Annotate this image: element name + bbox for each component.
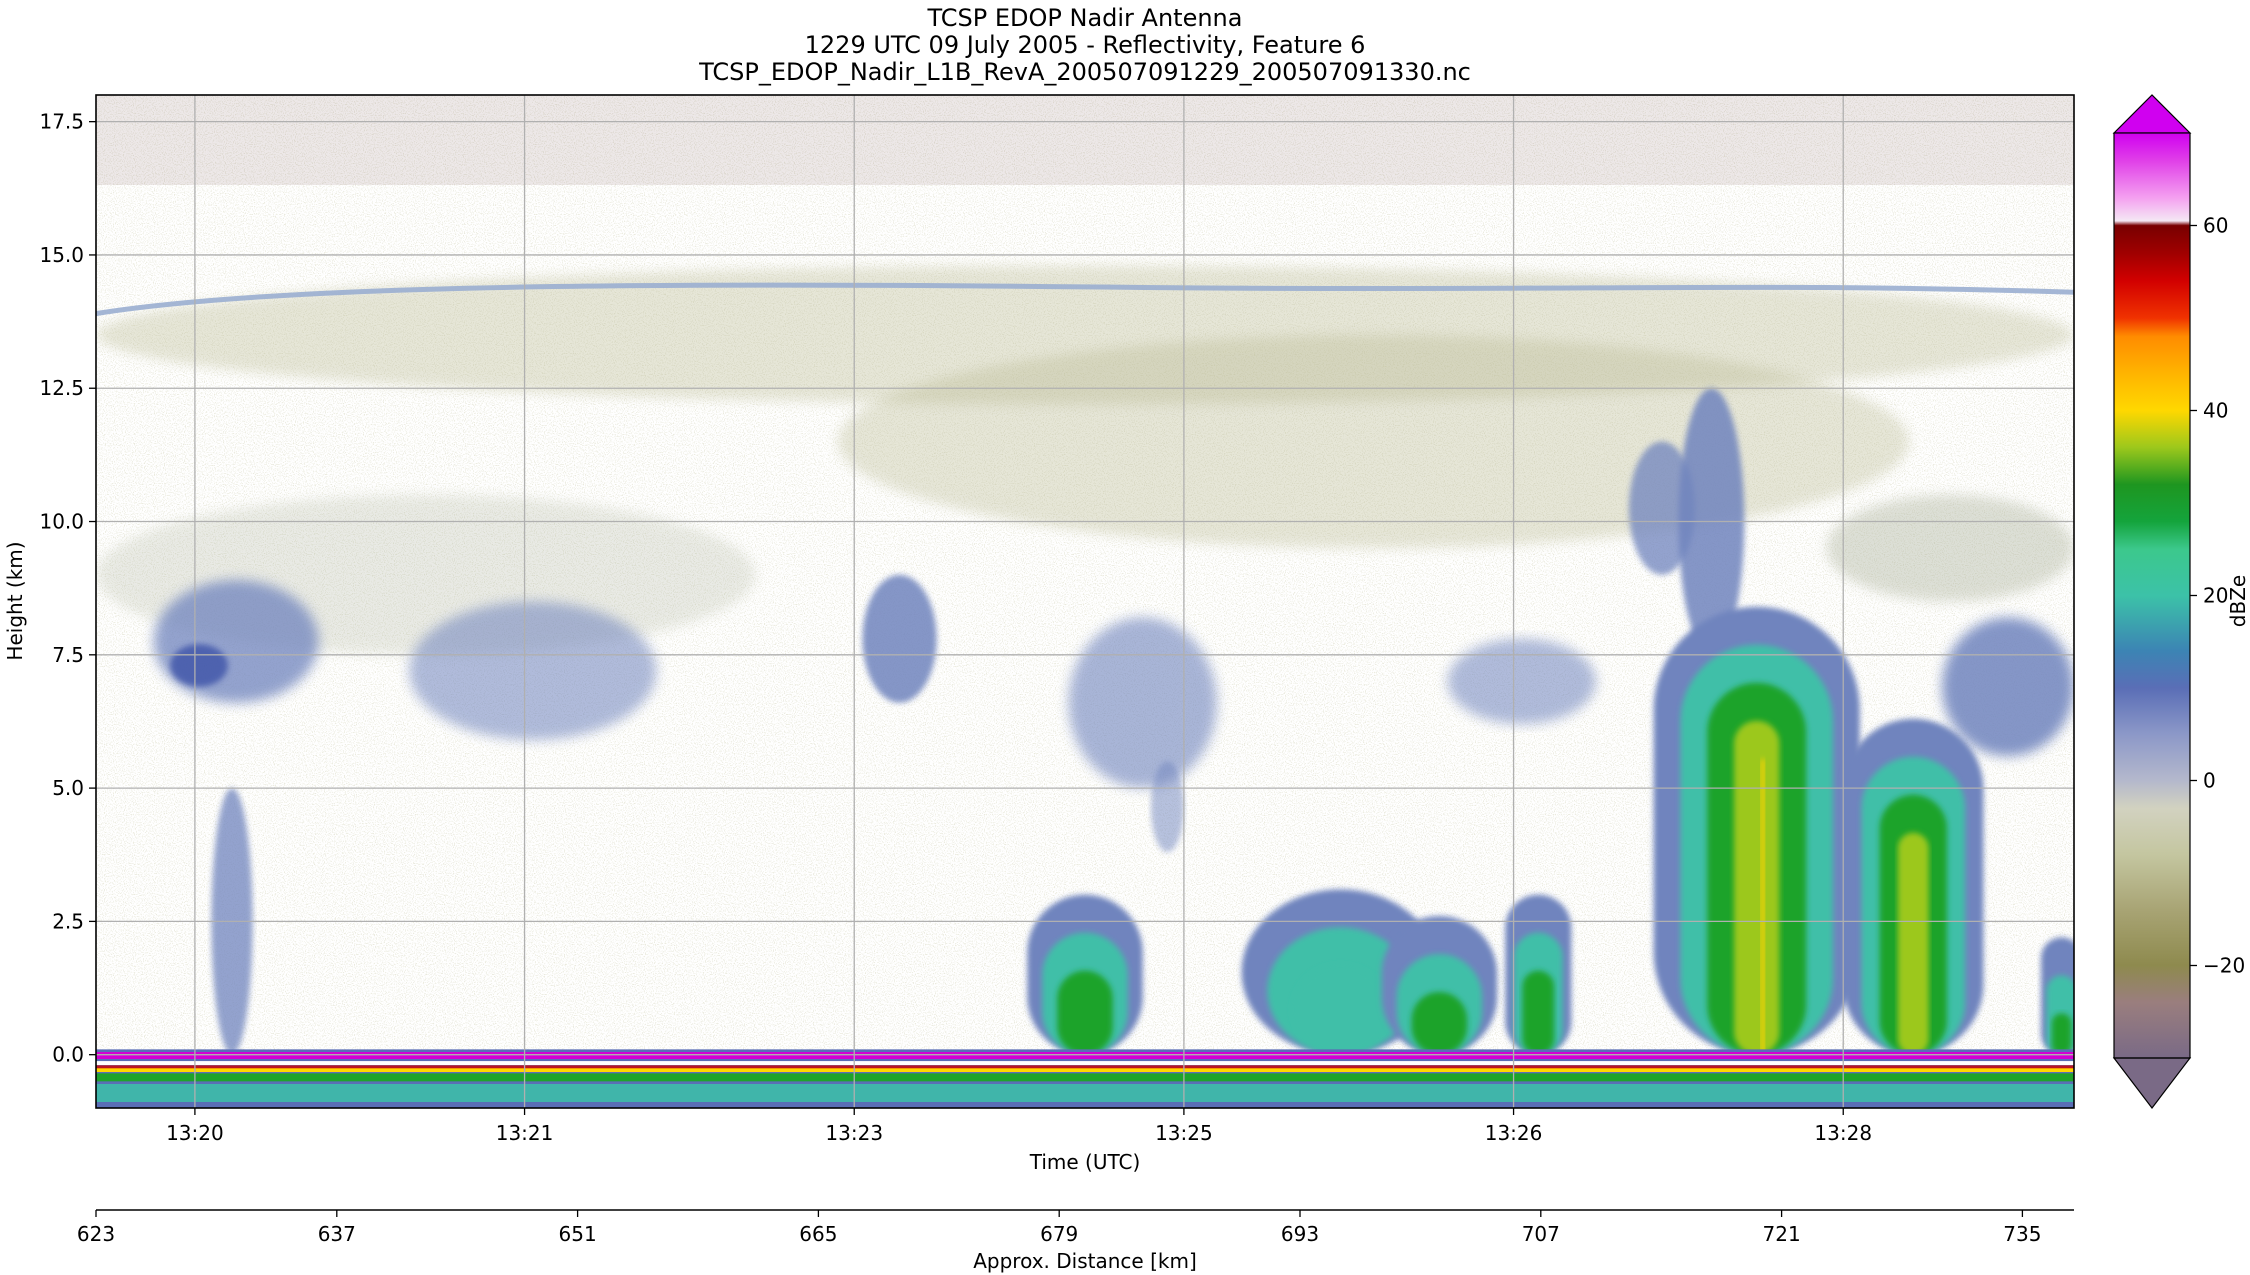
mid-cloud-5 — [1150, 761, 1184, 853]
cell-25 — [1293, 965, 1388, 1055]
mid-cloud-2 — [409, 601, 657, 741]
x-tick-label: 13:25 — [1155, 1121, 1213, 1145]
distance-tick-label: 651 — [559, 1222, 597, 1246]
tropopause-layer — [96, 282, 2074, 317]
y-tick-label: 5.0 — [52, 776, 84, 800]
surface-echo — [96, 1052, 2074, 1060]
x-tick-label: 13:28 — [1814, 1121, 1872, 1145]
mid-cloud-6 — [1447, 638, 1596, 725]
subsurface-band-2 — [96, 1073, 2074, 1082]
surface-echo-red — [96, 1065, 2074, 1069]
plot-frame — [95, 94, 2075, 1109]
x-tick-label: 13:20 — [166, 1121, 224, 1145]
distance-tick-label: 735 — [2003, 1222, 2041, 1246]
subsurface-band-1 — [96, 1084, 2074, 1103]
y-tick-label: 10.0 — [39, 510, 84, 534]
mid-cloud-3 — [862, 574, 937, 703]
y-tick-label: 2.5 — [52, 909, 84, 933]
y-tick-label: 15.0 — [39, 243, 84, 267]
x-tick-label: 13:26 — [1485, 1121, 1543, 1145]
echo-features — [96, 265, 2074, 1108]
colorbar-extend-max — [2112, 94, 2192, 134]
radar-plot-area — [96, 95, 2074, 1108]
distance-axis: 623 637 651 665 679 693 707 721 735 — [77, 1210, 2041, 1246]
y-tick-label: 17.5 — [39, 110, 84, 134]
cell-27 — [1734, 720, 1780, 1055]
colorbar-tick-label: 20 — [2203, 584, 2228, 608]
x-axis-label: Time (UTC) — [1029, 1150, 1141, 1174]
distance-tick-label: 693 — [1281, 1222, 1319, 1246]
anvil-haze — [837, 334, 1910, 549]
grid-lines — [96, 95, 2074, 1108]
y-axis: 0.0 2.5 5.0 7.5 10.0 12.5 15.0 17.5 — [39, 110, 96, 1067]
colorbar: −20 0 20 40 60 dBZe — [2112, 94, 2250, 1109]
distance-tick-label: 707 — [1522, 1222, 1560, 1246]
anvil-fragment — [1628, 441, 1695, 575]
colorbar-extend-min — [2112, 1057, 2192, 1109]
y-tick-label: 0.0 — [52, 1043, 84, 1067]
mid-cloud-right — [1942, 617, 2074, 757]
cell-edge — [2051, 1013, 2072, 1055]
cell-25b — [1411, 992, 1468, 1055]
cell-26 — [1522, 970, 1555, 1055]
colorbar-tick-label: 60 — [2203, 214, 2228, 238]
colorbar-ticks: −20 0 20 40 60 — [2190, 214, 2245, 978]
y-tick-label: 7.5 — [52, 643, 84, 667]
mid-cloud-core — [170, 644, 228, 687]
distance-tick-label: 679 — [1040, 1222, 1078, 1246]
colorbar-tick-label: 0 — [2203, 769, 2216, 793]
colorbar-tick-label: 40 — [2203, 399, 2228, 423]
y-tick-label: 12.5 — [39, 376, 84, 400]
distance-axis-label: Approx. Distance [km] — [973, 1249, 1197, 1273]
mid-cloud-4 — [1068, 617, 1217, 789]
colorbar-label: dBZe — [2226, 575, 2250, 627]
x-tick-label: 13:21 — [496, 1121, 554, 1145]
distance-tick-label: 665 — [799, 1222, 837, 1246]
colorbar-tick-label: −20 — [2203, 954, 2245, 978]
cell-28 — [1897, 832, 1929, 1055]
surface-echo-white — [96, 1061, 2074, 1066]
surface-echo-yellow — [96, 1068, 2074, 1073]
x-tick-label: 13:23 — [825, 1121, 883, 1145]
distance-tick-label: 623 — [77, 1222, 115, 1246]
upper-noise-band — [96, 95, 2074, 185]
distance-tick-label: 721 — [1763, 1222, 1801, 1246]
chart-title-line-3: TCSP_EDOP_Nadir_L1B_RevA_200507091229_20… — [698, 58, 1471, 86]
distance-tick-label: 637 — [318, 1222, 356, 1246]
cell-24 — [1057, 970, 1113, 1055]
chart-title-line-1: TCSP EDOP Nadir Antenna — [927, 4, 1243, 32]
x-axis: 13:20 13:21 13:23 13:25 13:26 13:28 — [166, 1108, 1872, 1145]
y-axis-label: Height (km) — [3, 541, 27, 660]
mid-cloud-1 — [153, 580, 319, 703]
cell-27 — [1760, 758, 1765, 1055]
colorbar-gradient — [2114, 133, 2190, 1058]
chart-title-line-2: 1229 UTC 09 July 2005 - Reflectivity, Fe… — [805, 31, 1366, 59]
right-haze — [1826, 494, 2074, 602]
